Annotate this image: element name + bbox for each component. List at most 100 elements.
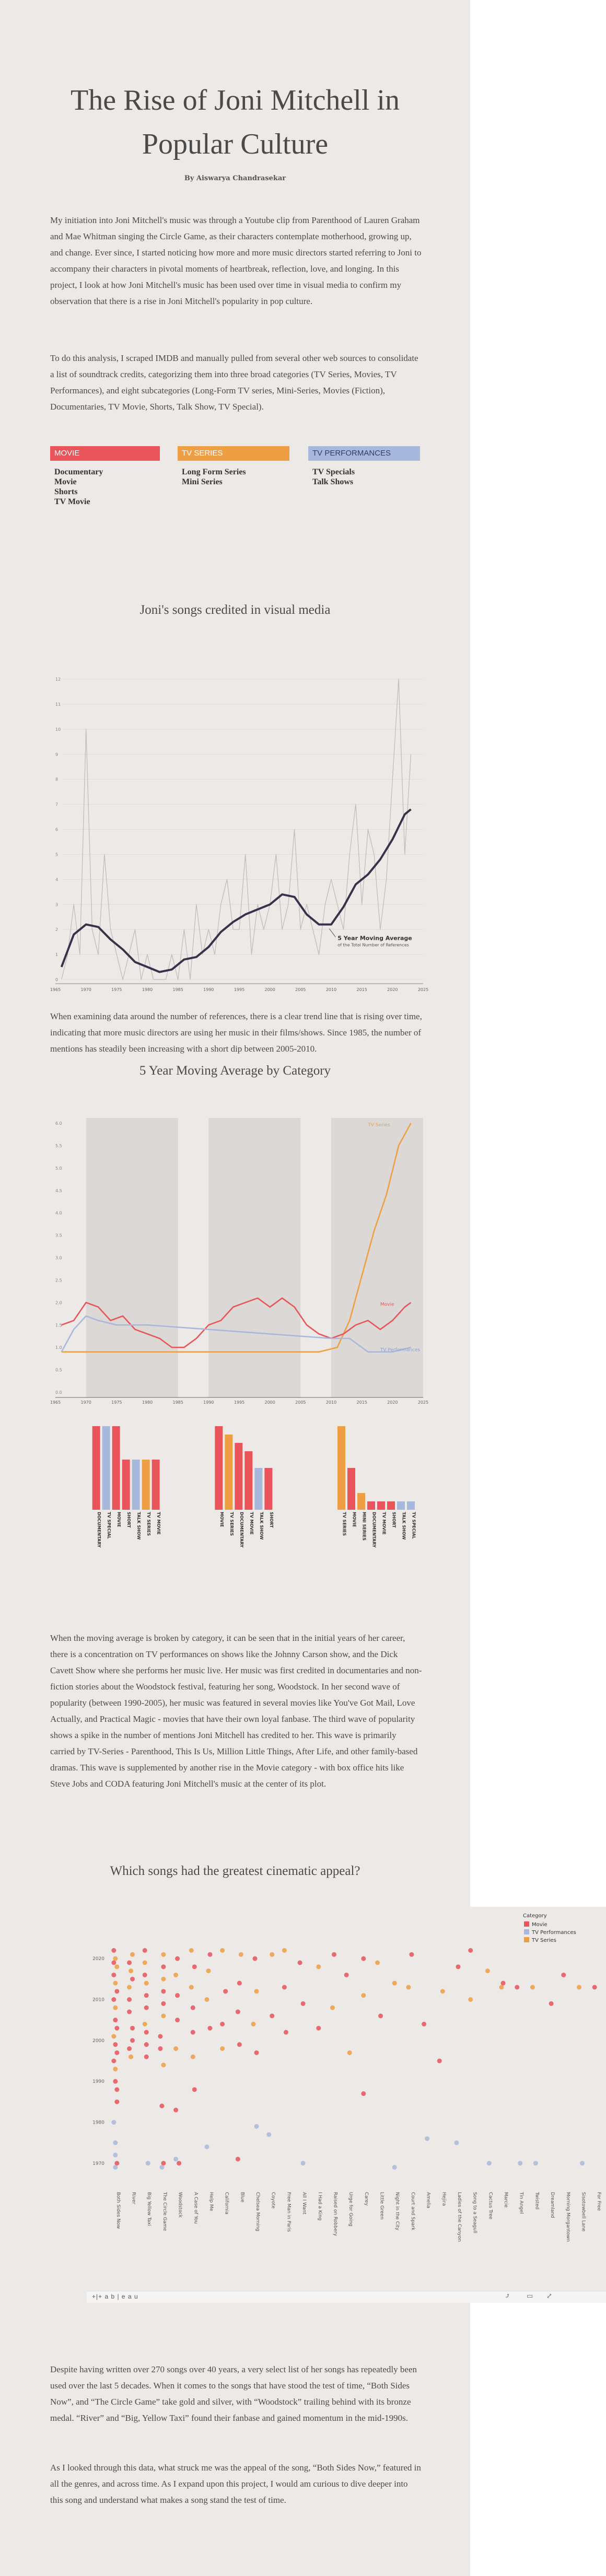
annotation-subtitle: of the Total Number of References	[337, 943, 409, 948]
share-icon[interactable]: ⤴	[505, 2292, 510, 2300]
bar-label: TV SERIES	[342, 1512, 347, 1536]
song-point	[127, 1997, 132, 2002]
song-point	[113, 2079, 118, 2084]
song-point	[254, 2124, 259, 2129]
song-point	[144, 1993, 149, 1998]
bar	[102, 1426, 110, 1510]
song-point	[375, 1960, 380, 1965]
x-tick-label: 1995	[234, 987, 244, 992]
category-tv-series: TV SERIES Long Form Series Mini Series	[178, 446, 289, 487]
song-point	[129, 1968, 134, 1974]
tableau-logo: +|+ a b | e a u	[92, 2293, 138, 2300]
song-point	[579, 2161, 585, 2166]
song-point	[270, 2013, 275, 2019]
song-point	[316, 2025, 321, 2031]
song-point	[283, 2030, 288, 2035]
category-tv-series-list: Long Form Series Mini Series	[182, 467, 289, 487]
song-point	[130, 1952, 135, 1957]
y-tick-label: 1980	[92, 2120, 104, 2126]
song-point	[189, 1985, 194, 1990]
song-point	[561, 1973, 566, 1977]
tableau-embed[interactable]: 1970 1980 1990 2000 2010 2020 Both Sides Now Ri…	[87, 1907, 606, 2291]
x-tick-label: 1975	[111, 987, 122, 992]
list-item: Talk Shows	[312, 477, 354, 486]
song-point	[113, 2067, 118, 2072]
song-point	[114, 1989, 120, 1994]
list-item: Documentary	[54, 468, 103, 476]
song-point	[189, 1948, 194, 1953]
song-point	[499, 1985, 504, 1990]
y-tick-label: 0.5	[55, 1368, 62, 1372]
song-label: I Had a King	[317, 2192, 322, 2221]
moving-average-line	[60, 808, 412, 973]
song-point	[220, 2022, 225, 2026]
song-point	[485, 1968, 490, 1974]
song-point	[113, 1956, 118, 1961]
song-point	[300, 2001, 306, 2006]
bar	[407, 1501, 415, 1510]
x-tick-label: 1990	[203, 987, 214, 992]
song-label: Hejira	[441, 2192, 446, 2206]
song-label: Little Green	[379, 2192, 384, 2220]
songs-paragraph-2: As I looked through this data, what stru…	[50, 2463, 421, 2505]
song-point	[113, 1980, 118, 1986]
y-tick-label: 2.0	[55, 1300, 62, 1305]
intro-paragraph-1: My initiation into Joni Mitchell's music…	[50, 215, 422, 306]
song-label: River	[131, 2192, 136, 2205]
y-tick-label: 2	[55, 927, 58, 932]
song-point	[576, 1985, 581, 1990]
song-point	[144, 2042, 149, 2047]
y-tick-label: 10	[55, 727, 61, 732]
song-point	[161, 1976, 166, 1981]
bar-label: MINI SERIES	[362, 1512, 367, 1541]
song-point	[161, 1964, 166, 1969]
bar	[337, 1426, 345, 1510]
x-tick-label: 2020	[387, 1400, 398, 1405]
category-tv-series-header: TV SERIES	[178, 446, 289, 461]
songs-paragraph-1: Despite having written over 270 songs ov…	[50, 2364, 417, 2423]
bar-label: TV MOVIE	[382, 1512, 387, 1535]
song-label: Twisted	[534, 2192, 539, 2209]
song-label: Urge for Going	[348, 2192, 353, 2227]
song-point	[486, 2161, 492, 2166]
song-point	[111, 1997, 116, 2002]
legend-label: TV Series	[531, 1938, 556, 1943]
song-point	[207, 2025, 213, 2031]
song-point	[190, 2054, 195, 2059]
bar	[225, 1435, 233, 1510]
bar-label: DOCUMENTARY	[239, 1512, 244, 1548]
list-item: Movie	[54, 477, 77, 486]
bar	[152, 1460, 160, 1510]
y-tick-label: 4	[55, 877, 58, 882]
song-point	[254, 2050, 259, 2055]
category-tv-performances-header: TV PERFORMANCES	[308, 446, 420, 461]
comment-icon[interactable]: ▭	[527, 2292, 533, 2300]
y-tick-label: 1	[55, 952, 58, 957]
song-point	[111, 2120, 116, 2125]
song-point	[406, 1985, 411, 1990]
bar-label: DOCUMENTARY	[372, 1512, 377, 1548]
y-tick-label: 6.0	[55, 1121, 62, 1126]
y-tick-label: 1970	[92, 2161, 104, 2166]
y-tick-label: 3.0	[55, 1256, 62, 1261]
song-point	[192, 2087, 197, 2092]
list-item: Shorts	[54, 487, 78, 496]
song-point	[237, 2042, 242, 2047]
x-tick-label: 2005	[295, 1400, 306, 1405]
bar-label: TALK SHOW	[136, 1512, 141, 1540]
song-point	[235, 2009, 240, 2014]
x-tick-label: 2010	[326, 987, 336, 992]
bar	[122, 1460, 130, 1510]
y-tick-label: 12	[55, 677, 61, 682]
song-point	[206, 1968, 211, 1974]
songs-scatter-chart: 1970 1980 1990 2000 2010 2020 Both Sides Now Ri…	[92, 1913, 601, 2242]
fullscreen-icon[interactable]: ⤢	[546, 2292, 552, 2300]
song-point	[129, 2054, 134, 2059]
song-label: Coyote	[271, 2192, 276, 2209]
song-point	[144, 1980, 149, 1986]
song-point	[252, 1956, 258, 1961]
annotation-title: 5 Year Moving Average	[337, 935, 412, 942]
song-point	[204, 2144, 209, 2149]
song-label: Big Yellow Taxi	[146, 2192, 152, 2226]
bar	[92, 1426, 100, 1510]
